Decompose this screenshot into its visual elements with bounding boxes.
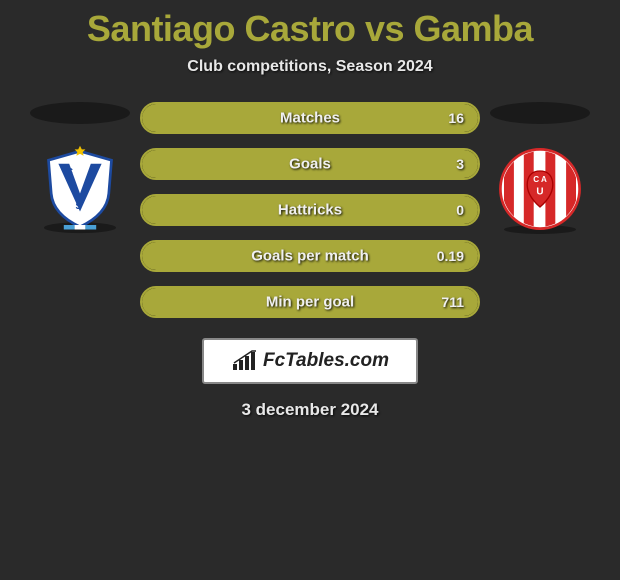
velez-crest-icon: C A S — [35, 144, 125, 234]
fctables-logo: FcTables.com — [202, 338, 418, 384]
svg-text:C: C — [67, 167, 74, 177]
stat-label: Goals — [289, 156, 331, 173]
stats-column: Matches 16 Goals 3 Hattricks 0 Goals per… — [140, 98, 480, 318]
stat-value: 0 — [456, 202, 464, 218]
svg-text:U: U — [536, 186, 543, 197]
date-line: 3 december 2024 — [241, 400, 378, 420]
chart-icon — [231, 350, 259, 372]
stat-label: Matches — [280, 110, 340, 127]
stat-row-matches: Matches 16 — [140, 102, 480, 134]
stat-row-min-per-goal: Min per goal 711 — [140, 286, 480, 318]
stat-value: 0.19 — [437, 248, 464, 264]
stat-row-goals: Goals 3 — [140, 148, 480, 180]
svg-text:C A: C A — [533, 175, 547, 184]
left-column: C A S — [30, 98, 130, 234]
right-column: C A U — [490, 98, 590, 234]
stat-row-hattricks: Hattricks 0 — [140, 194, 480, 226]
stat-value: 711 — [441, 294, 464, 310]
subtitle: Club competitions, Season 2024 — [187, 58, 432, 76]
stat-value: 16 — [448, 110, 464, 126]
right-team-crest: C A U — [495, 144, 585, 234]
stat-label: Hattricks — [278, 202, 342, 219]
main-row: C A S Matches 16 Goals 3 — [0, 98, 620, 318]
page-title: Santiago Castro vs Gamba — [87, 8, 533, 50]
svg-text:A: A — [87, 167, 94, 177]
right-player-shadow — [490, 102, 590, 124]
union-crest-icon: C A U — [495, 142, 585, 236]
left-player-shadow — [30, 102, 130, 124]
stat-row-goals-per-match: Goals per match 0.19 — [140, 240, 480, 272]
stat-label: Min per goal — [266, 294, 354, 311]
left-team-crest: C A S — [35, 144, 125, 234]
stat-label: Goals per match — [251, 248, 369, 265]
svg-text:S: S — [76, 201, 82, 211]
logo-text: FcTables.com — [263, 350, 389, 372]
stat-value: 3 — [456, 156, 464, 172]
